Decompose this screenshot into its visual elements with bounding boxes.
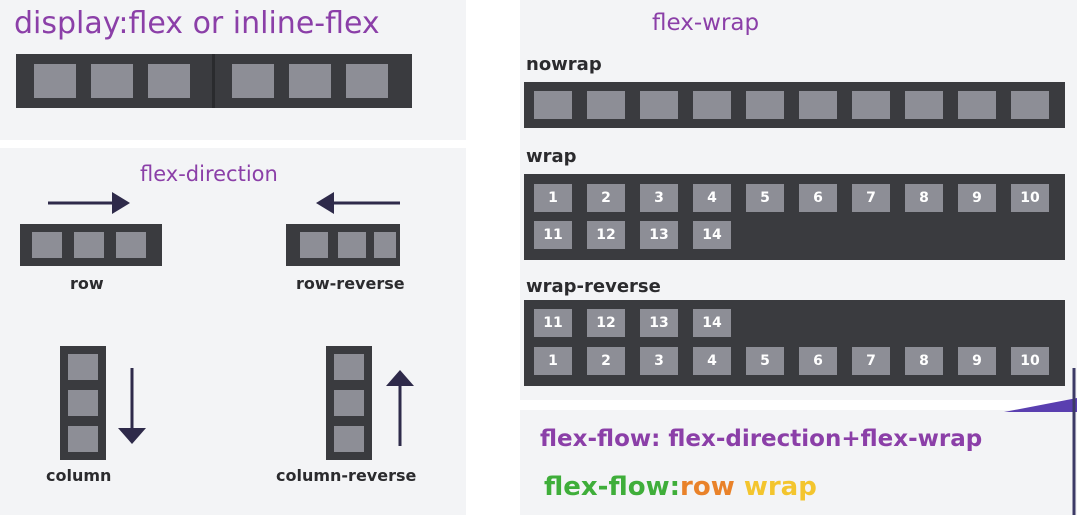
wrap-title: flex-wrap bbox=[652, 10, 760, 36]
flex-item-numbered: 9 bbox=[958, 347, 996, 375]
flex-item bbox=[1011, 91, 1049, 119]
flex-item bbox=[852, 91, 890, 119]
flex-item-numbered: 11 bbox=[534, 309, 572, 337]
row-reverse-label: row-reverse bbox=[296, 274, 405, 293]
display-title: display:flex or inline-flex bbox=[14, 6, 380, 41]
flex-item bbox=[587, 91, 625, 119]
flex-item-numbered: 8 bbox=[905, 184, 943, 212]
flex-item bbox=[68, 354, 98, 380]
wrap-container: 1 2 3 4 5 6 7 8 9 10 11 12 13 14 bbox=[524, 174, 1065, 260]
row-label: row bbox=[70, 274, 104, 293]
nowrap-container bbox=[524, 82, 1065, 128]
flex-item bbox=[32, 232, 62, 258]
flex-item-numbered: 3 bbox=[640, 347, 678, 375]
wrap-reverse-label: wrap-reverse bbox=[526, 276, 661, 297]
arrow-right-icon bbox=[48, 192, 130, 214]
direction-panel: flex-direction row row-reverse column bbox=[0, 148, 466, 515]
arrow-down-icon bbox=[118, 368, 146, 444]
flex-item-numbered: 2 bbox=[587, 347, 625, 375]
flex-item bbox=[346, 64, 388, 98]
flex-item-numbered: 7 bbox=[852, 184, 890, 212]
row-container bbox=[20, 224, 162, 266]
nowrap-label: nowrap bbox=[526, 54, 602, 75]
flex-item-numbered: 4 bbox=[693, 184, 731, 212]
flex-item bbox=[300, 232, 328, 258]
flex-item-numbered: 5 bbox=[746, 184, 784, 212]
flex-item bbox=[534, 91, 572, 119]
direction-title: flex-direction bbox=[140, 162, 278, 186]
flex-item bbox=[148, 64, 190, 98]
flex-flow-direction-value: row bbox=[680, 472, 735, 502]
flex-item-numbered: 12 bbox=[587, 221, 625, 249]
column-reverse-label: column-reverse bbox=[276, 466, 417, 485]
flex-item bbox=[232, 64, 274, 98]
flex-item bbox=[746, 91, 784, 119]
flex-item-numbered: 3 bbox=[640, 184, 678, 212]
flex-flow-example: flex-flow:row wrap bbox=[544, 472, 817, 502]
arrow-up-icon bbox=[386, 370, 414, 446]
flex-item bbox=[68, 390, 98, 416]
flex-item-numbered: 10 bbox=[1011, 184, 1049, 212]
flex-item bbox=[334, 354, 364, 380]
flex-item bbox=[374, 232, 396, 258]
flex-item-numbered: 6 bbox=[799, 347, 837, 375]
flow-panel: flex-flow: flex-direction+flex-wrap flex… bbox=[520, 410, 1077, 515]
flex-item bbox=[74, 232, 104, 258]
flex-item-numbered: 13 bbox=[640, 221, 678, 249]
flex-item-numbered: 6 bbox=[799, 184, 837, 212]
flex-item bbox=[91, 64, 133, 98]
wrap-label: wrap bbox=[526, 146, 577, 167]
flex-item-numbered: 14 bbox=[693, 221, 731, 249]
flex-item-numbered: 12 bbox=[587, 309, 625, 337]
wrap-panel: flex-wrap nowrap wrap 1 2 3 4 5 6 7 8 9 10 11 12 13 1… bbox=[520, 0, 1077, 400]
flex-item bbox=[68, 426, 98, 452]
flex-flow-wrap-value: wrap bbox=[743, 472, 817, 502]
flex-item-numbered: 11 bbox=[534, 221, 572, 249]
flex-item bbox=[116, 232, 146, 258]
column-container bbox=[60, 346, 106, 460]
flex-item bbox=[338, 232, 366, 258]
flex-flow-prefix: flex-flow: bbox=[544, 472, 681, 502]
flex-item bbox=[693, 91, 731, 119]
arrow-left-icon bbox=[316, 192, 400, 214]
row-reverse-container bbox=[286, 224, 400, 266]
display-flex-container bbox=[16, 54, 412, 108]
flex-item bbox=[640, 91, 678, 119]
flex-item-numbered: 4 bbox=[693, 347, 731, 375]
flex-item-numbered: 14 bbox=[693, 309, 731, 337]
flex-item-numbered: 7 bbox=[852, 347, 890, 375]
flex-item-numbered: 8 bbox=[905, 347, 943, 375]
container-divider bbox=[212, 54, 215, 108]
flex-item bbox=[799, 91, 837, 119]
flex-item bbox=[34, 64, 76, 98]
flex-item-numbered: 1 bbox=[534, 347, 572, 375]
flex-item-numbered: 2 bbox=[587, 184, 625, 212]
flex-item bbox=[905, 91, 943, 119]
flex-item bbox=[289, 64, 331, 98]
column-label: column bbox=[46, 466, 112, 485]
flex-item-numbered: 10 bbox=[1011, 347, 1049, 375]
flex-item bbox=[334, 426, 364, 452]
flex-item bbox=[334, 390, 364, 416]
flex-item-numbered: 13 bbox=[640, 309, 678, 337]
wrap-reverse-container: 1 2 3 4 5 6 7 8 9 10 11 12 13 14 bbox=[524, 300, 1065, 386]
flex-item-numbered: 5 bbox=[746, 347, 784, 375]
display-panel: display:flex or inline-flex bbox=[0, 0, 466, 140]
formula-text: flex-flow: flex-direction+flex-wrap bbox=[540, 426, 983, 452]
corner-accent bbox=[1004, 368, 1077, 515]
flex-item-numbered: 9 bbox=[958, 184, 996, 212]
flex-item-numbered: 1 bbox=[534, 184, 572, 212]
flex-item bbox=[958, 91, 996, 119]
column-reverse-container bbox=[326, 346, 372, 460]
